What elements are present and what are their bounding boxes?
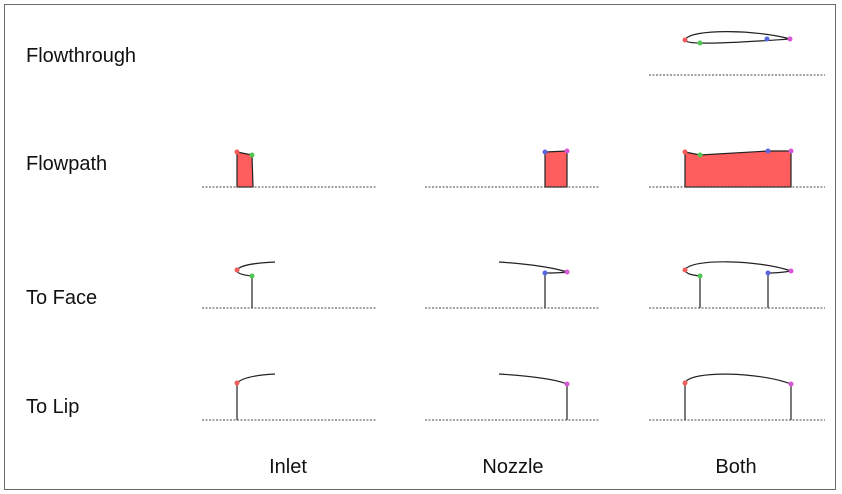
to-face-both-inlet-face-point: [697, 273, 703, 279]
to-lip-nozzle-cowl: [498, 373, 568, 385]
flowpath-nozzle-face-point: [542, 149, 548, 155]
to-lip-nozzle: [425, 373, 600, 421]
column-label-inlet: Inlet: [269, 456, 307, 478]
flowthrough-both-nozzle-face-point: [764, 36, 770, 42]
flowpath-both-nozzle-face-point: [765, 148, 771, 154]
to-face-inlet-face-point: [249, 273, 255, 279]
to-face-both: [649, 261, 825, 309]
to-lip-both: [649, 373, 825, 421]
to-face-nozzle-lip-point: [564, 269, 570, 275]
flowpath-both-inlet-face-point: [697, 152, 703, 158]
row-label-flowpath: Flowpath: [26, 153, 108, 175]
to-lip-both-cowl: [684, 373, 792, 385]
to-face-inlet: [202, 261, 377, 309]
flowpath-both-inlet-lip-point: [682, 149, 688, 155]
to-lip-inlet: [202, 373, 377, 421]
flowthrough-both-profile: [684, 31, 791, 44]
column-label-both: Both: [715, 456, 757, 478]
to-lip-inlet-cowl: [236, 373, 276, 384]
row-label-to-face: To Face: [26, 287, 98, 309]
to-face-inlet-lip-point: [234, 267, 240, 273]
flowthrough-both-inlet-lip-point: [682, 37, 688, 43]
row-label-flowthrough: Flowthrough: [26, 45, 137, 67]
flowpath-nozzle-lip-point: [564, 148, 570, 154]
column-label-nozzle: Nozzle: [482, 456, 544, 478]
to-face-both-nozzle-face-point: [765, 270, 771, 276]
flowthrough-both-inlet-face-point: [697, 40, 703, 46]
to-face-nozzle: [425, 261, 600, 309]
to-face-both-inlet-lip-point: [682, 267, 688, 273]
to-face-both-nozzle-lip-point: [788, 268, 794, 274]
diagram-frame: [4, 4, 836, 490]
to-lip-both-nozzle-lip-point: [788, 381, 794, 387]
to-lip-nozzle-lip-point: [564, 381, 570, 387]
row-label-to-lip: To Lip: [26, 396, 80, 418]
flowthrough-both-nozzle-lip-point: [787, 36, 793, 42]
flowpath-nozzle: [425, 148, 600, 188]
flowpath-both: [649, 148, 825, 188]
flowpath-inlet-face-point: [249, 152, 255, 158]
flowpath-both-nozzle-lip-point: [788, 148, 794, 154]
to-face-both-cowl: [684, 261, 794, 274]
to-face-nozzle-face-point: [542, 270, 548, 276]
to-lip-both-inlet-lip-point: [682, 380, 688, 386]
to-lip-inlet-lip-point: [234, 380, 240, 386]
flowpath-inlet: [202, 149, 377, 188]
flowpath-inlet-lip-point: [234, 149, 240, 155]
